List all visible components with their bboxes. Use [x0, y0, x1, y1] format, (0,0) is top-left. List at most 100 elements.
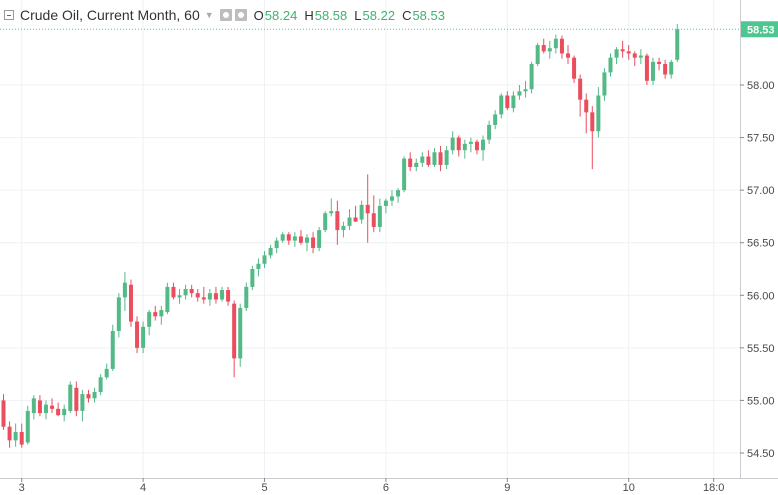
price-axis[interactable]: 54.50 55.00 55.50 56.00 56.50 57.00 57.50 58.00… — [740, 0, 778, 478]
candle-body — [450, 137, 455, 151]
candle — [383, 198, 388, 214]
candle — [365, 174, 370, 243]
candle-body — [286, 234, 291, 241]
candle — [50, 398, 55, 414]
candle — [122, 272, 127, 312]
candle — [195, 288, 200, 302]
ohlc-high-value: 58.58 — [314, 7, 348, 23]
ohlc-open-value: 58.24 — [264, 7, 298, 23]
candle — [201, 286, 206, 304]
candle-body — [7, 426, 12, 441]
candle-body — [147, 312, 152, 327]
candle-body — [98, 377, 103, 393]
candle-body — [232, 303, 237, 359]
candle-body — [213, 293, 218, 300]
collapse-icon[interactable] — [4, 10, 14, 20]
candle — [669, 59, 674, 79]
candle — [474, 139, 479, 155]
candle-body — [116, 297, 121, 332]
candle — [420, 152, 425, 168]
eye-icon[interactable] — [219, 9, 232, 21]
candle — [559, 35, 564, 59]
candle — [159, 305, 164, 325]
candle-body — [444, 150, 449, 165]
price-tick-label: 57.00 — [747, 185, 775, 197]
candle — [620, 40, 625, 58]
candle-body — [347, 217, 352, 226]
settings-icon[interactable] — [234, 9, 247, 21]
candle — [207, 288, 212, 306]
candle-body — [578, 78, 583, 100]
candle — [292, 232, 297, 247]
ohlc-open-label: O — [253, 7, 264, 23]
candle-body — [19, 431, 24, 445]
candle-body — [669, 61, 674, 75]
candle — [590, 106, 595, 170]
candle-body — [408, 158, 413, 168]
ohlc-close-value: 58.53 — [412, 7, 445, 23]
ohlc-close-label: C — [402, 7, 412, 23]
candle — [578, 74, 583, 117]
ohlc-close: C58.53 — [402, 8, 445, 23]
candle-body — [104, 368, 109, 378]
candle-body — [323, 213, 328, 231]
candle-body — [602, 72, 607, 96]
time-tick-label: 10 — [623, 482, 635, 494]
candle-body — [220, 290, 225, 300]
candle — [535, 42, 540, 67]
candle-body — [341, 225, 346, 231]
candle-body — [62, 408, 67, 416]
time-tick-label: 6 — [383, 482, 389, 494]
candle-body — [359, 204, 364, 220]
chevron-down-icon[interactable]: ▼ — [204, 10, 214, 20]
candle-body — [238, 307, 243, 359]
candle-body — [541, 45, 546, 52]
candle — [268, 244, 273, 259]
candle — [286, 232, 291, 245]
candle — [171, 282, 176, 300]
candle — [547, 40, 552, 59]
candle — [377, 198, 382, 233]
candle — [359, 200, 364, 224]
candle-body — [195, 293, 200, 298]
candle-body — [31, 398, 36, 414]
candle — [135, 316, 140, 354]
last-price-tag-label: 58.53 — [747, 24, 775, 36]
candle-body — [438, 152, 443, 165]
candle-body — [474, 141, 479, 151]
price-tick-label: 54.50 — [747, 448, 775, 460]
candle — [644, 53, 649, 85]
candle-body — [262, 255, 267, 264]
candle-body — [74, 387, 79, 411]
candle-body — [511, 95, 516, 109]
candle-body — [43, 404, 48, 414]
candle — [371, 195, 376, 233]
candle-body — [280, 234, 285, 241]
candle — [438, 145, 443, 172]
candle — [493, 110, 498, 130]
candle-body — [523, 89, 528, 92]
candle-body — [529, 63, 534, 90]
chart-grid — [0, 0, 740, 478]
candle-body — [559, 38, 564, 54]
candle-body — [141, 326, 146, 348]
chart-header: Crude Oil, Current Month, 60 ▼ O58.24 H5… — [0, 0, 740, 30]
candle-body — [365, 204, 370, 214]
candle-body — [632, 53, 637, 58]
candle — [462, 139, 467, 159]
time-axis[interactable]: 3 4 5 6 9 10 18:0 — [0, 478, 778, 495]
candle-body — [329, 211, 334, 214]
candle-body — [244, 286, 249, 308]
candle — [232, 300, 237, 378]
candle — [402, 156, 407, 193]
candle-body — [383, 200, 388, 206]
price-tick-label: 58.00 — [747, 80, 775, 92]
candle — [529, 61, 534, 94]
candle — [244, 282, 249, 312]
candle-body — [1, 400, 6, 427]
candle-body — [644, 55, 649, 81]
candle — [74, 381, 79, 417]
candle-body — [335, 211, 340, 231]
symbol-title[interactable]: Crude Oil, Current Month, 60 — [20, 7, 200, 23]
